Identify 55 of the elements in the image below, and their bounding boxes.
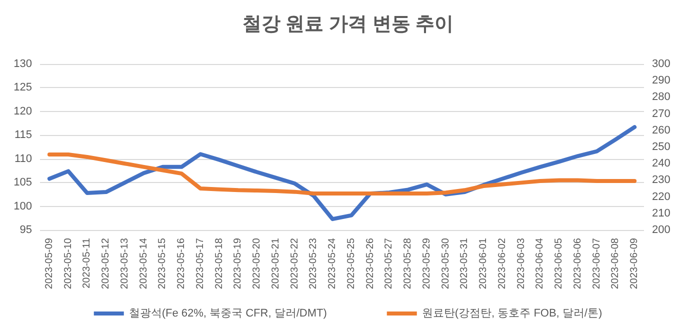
x-tick-label: 2023-05-19	[232, 238, 244, 290]
x-tick-label: 2023-05-16	[176, 238, 188, 290]
x-tick-label: 2023-05-13	[119, 238, 130, 290]
x-tick-label: 2023-05-15	[157, 238, 168, 290]
y2-tick-label: 210	[652, 207, 670, 220]
x-tick-label: 2023-06-09	[629, 238, 640, 290]
y2-tick-label: 230	[652, 174, 670, 186]
x-tick-label: 2023-06-08	[610, 238, 622, 290]
y2-tick-label: 270	[652, 108, 670, 120]
x-tick-label: 2023-05-09	[44, 238, 55, 290]
x-tick-label: 2023-06-02	[496, 238, 508, 290]
x-tick-label: 2023-05-12	[100, 238, 112, 290]
x-tick-label: 2023-05-18	[214, 238, 225, 290]
y2-tick-label: 280	[652, 91, 670, 104]
x-tick-label: 2023-05-23	[308, 238, 320, 290]
y-tick-label: 130	[14, 58, 32, 70]
x-tick-label: 2023-05-10	[62, 238, 74, 290]
x-tick-label: 2023-05-14	[138, 238, 150, 290]
x-tick-label: 2023-05-22	[289, 238, 300, 290]
y-tick-label: 120	[14, 105, 32, 118]
x-tick-label: 2023-06-07	[591, 238, 602, 290]
x-tick-label: 2023-06-01	[478, 238, 490, 290]
y-tick-label: 110	[14, 152, 32, 165]
y2-tick-label: 220	[652, 190, 670, 203]
y-tick-label: 125	[14, 82, 32, 94]
y2-tick-label: 250	[652, 141, 670, 153]
legend-label: 철광석(Fe 62%, 북중국 CFR, 달러/DMT)	[128, 308, 327, 320]
x-tick-label: 2023-05-24	[327, 238, 338, 290]
y2-tick-label: 260	[652, 124, 670, 136]
y2-tick-label: 200	[652, 224, 670, 236]
x-tick-label: 2023-05-21	[270, 238, 282, 290]
x-tick-label: 2023-05-20	[252, 238, 263, 290]
y-tick-label: 100	[14, 200, 32, 212]
x-tick-label: 2023-06-04	[534, 238, 546, 290]
legend-label: 원료탄(강점탄, 동호주 FOB, 달러/톤)	[422, 308, 602, 320]
y-tick-label: 95	[20, 224, 32, 236]
x-tick-label: 2023-05-25	[346, 238, 357, 290]
x-tick-label: 2023-05-30	[440, 238, 452, 290]
x-tick-label: 2023-05-27	[384, 238, 395, 290]
x-tick-label: 2023-06-03	[516, 238, 527, 290]
y-tick-label: 105	[14, 176, 32, 189]
y-tick-label: 115	[14, 129, 32, 142]
x-tick-label: 2023-06-06	[572, 238, 584, 290]
y2-tick-label: 290	[652, 74, 670, 87]
x-tick-label: 2023-05-29	[421, 238, 432, 290]
line-series	[47, 152, 637, 196]
x-tick-label: 2023-05-28	[402, 238, 414, 290]
x-tick-label: 2023-05-26	[364, 238, 376, 290]
y2-tick-label: 240	[652, 158, 670, 170]
x-tick-label: 2023-05-31	[459, 238, 470, 290]
x-tick-label: 2023-05-11	[82, 238, 93, 288]
y2-tick-label: 300	[652, 58, 670, 70]
chart-title: 철강 원료 가격 변동 추이	[242, 14, 454, 35]
x-tick-label: 2023-06-05	[554, 238, 565, 290]
x-tick-label: 2023-05-17	[194, 238, 206, 290]
